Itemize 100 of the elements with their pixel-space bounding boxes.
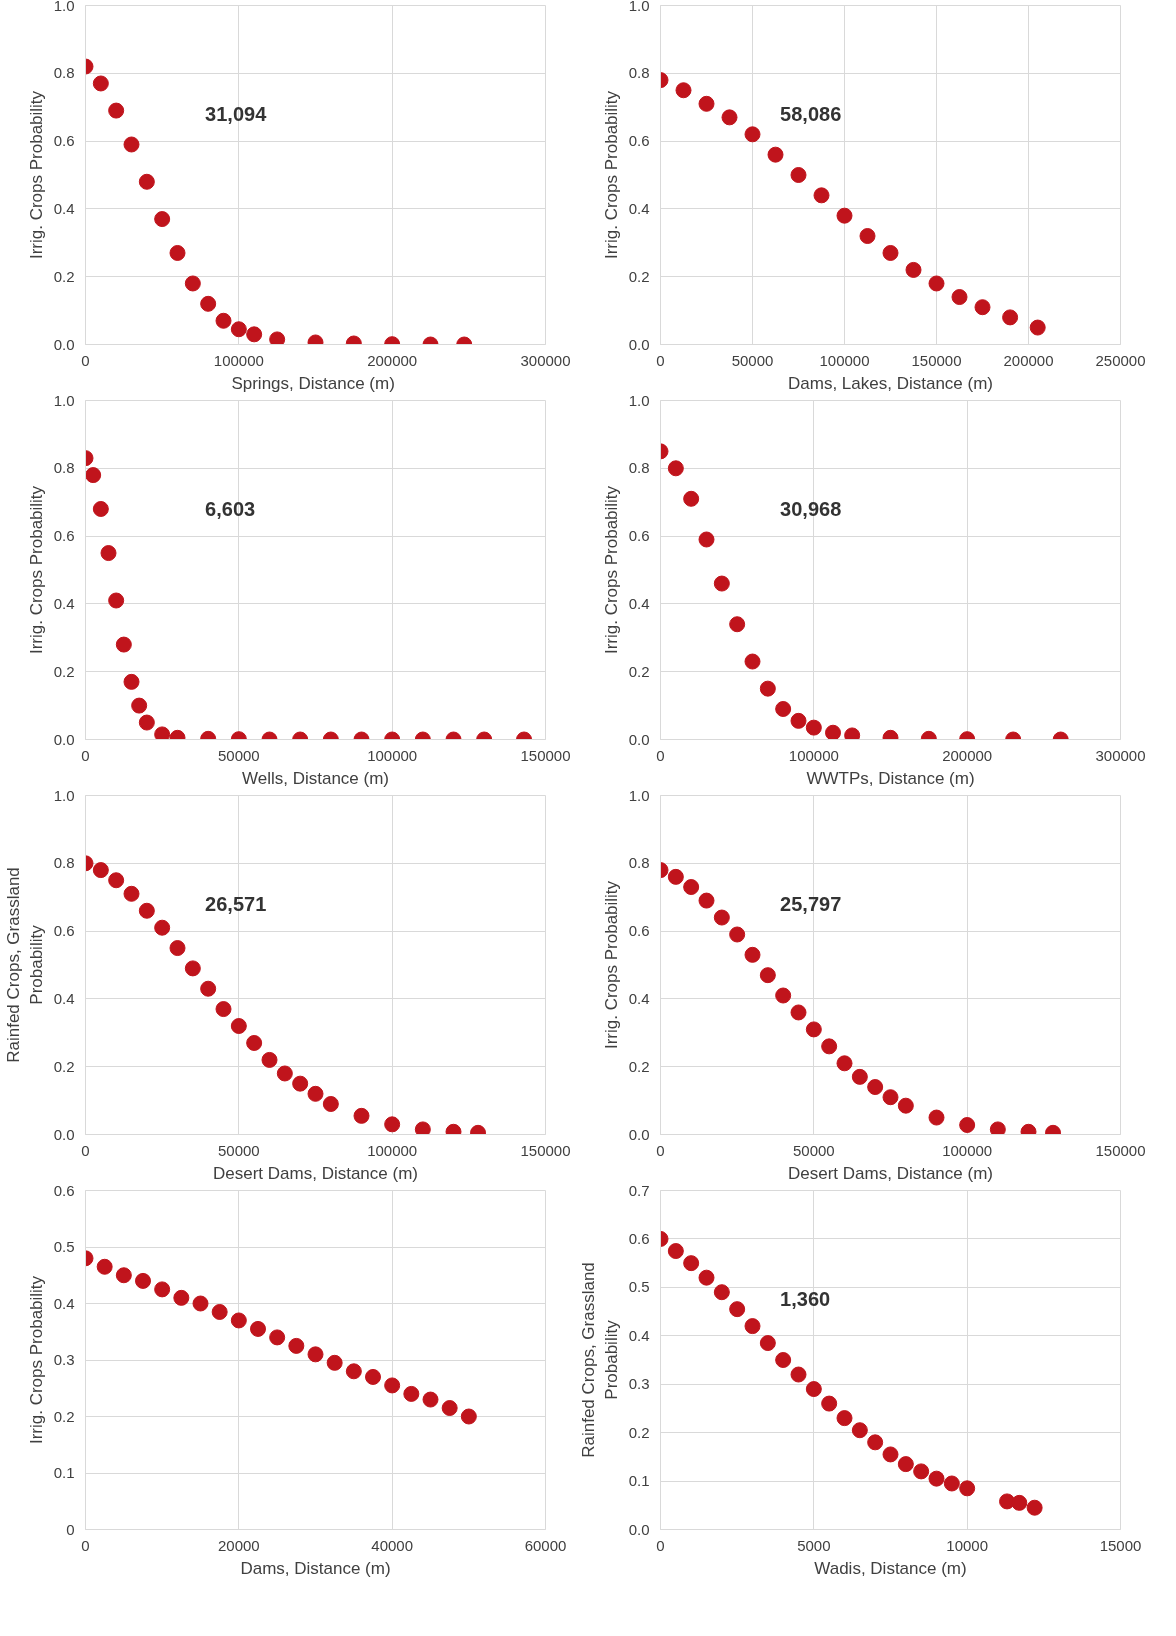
y-tick-label: 1.0 xyxy=(628,786,650,804)
x-tick-label: 5000 xyxy=(797,1536,831,1554)
y-axis-title: Irrig. Crops Probability xyxy=(26,485,46,655)
y-tick-label: 0.4 xyxy=(628,594,650,612)
annotation: 26,571 xyxy=(205,892,267,915)
y-tick-label: 0.2 xyxy=(53,1057,75,1075)
x-tick-label: 0 xyxy=(81,1536,90,1554)
x-tick-label: 250000 xyxy=(1095,351,1146,369)
x-tick-label: 150000 xyxy=(911,351,962,369)
y-tick-label: 0.6 xyxy=(628,1229,650,1247)
y-tick-label: 0.2 xyxy=(628,662,650,680)
x-tick-label: 50000 xyxy=(217,746,260,764)
x-tick-label: 20000 xyxy=(217,1536,260,1554)
y-tick-label: 0.6 xyxy=(53,922,75,940)
y-tick-label: 0.2 xyxy=(53,267,75,285)
x-tick-label: 150000 xyxy=(520,1141,571,1159)
y-tick-label: 0.3 xyxy=(53,1351,75,1368)
x-tick-label: 10000 xyxy=(946,1536,989,1554)
x-tick-label: 0 xyxy=(656,746,665,764)
x-axis-title: Wadis, Distance (m) xyxy=(814,1558,967,1578)
annotation: 30,968 xyxy=(780,497,842,520)
y-tick-label: 0.2 xyxy=(628,267,650,285)
y-axis-title: Rainfed Crops, Grassland Probability xyxy=(578,1262,621,1458)
x-tick-label: 150000 xyxy=(1095,1141,1146,1159)
x-axis-title: Desert Dams, Distance (m) xyxy=(213,1163,418,1183)
x-tick-label: 200000 xyxy=(1003,351,1054,369)
y-tick-label: 0.6 xyxy=(628,132,650,150)
y-tick-label: 0.8 xyxy=(53,64,75,82)
x-tick-label: 0 xyxy=(656,1536,665,1554)
x-tick-label: 100000 xyxy=(367,1141,418,1159)
x-tick-label: 0 xyxy=(656,1141,665,1159)
x-axis-title: Springs, Distance (m) xyxy=(231,373,395,393)
y-tick-label: 1.0 xyxy=(53,0,75,14)
y-tick-label: 0.4 xyxy=(53,594,75,612)
y-tick-label: 0.8 xyxy=(53,459,75,477)
y-tick-label: 0.2 xyxy=(53,1407,75,1425)
x-tick-label: 200000 xyxy=(942,746,993,764)
x-tick-label: 300000 xyxy=(1095,746,1146,764)
x-tick-label: 100000 xyxy=(213,351,264,369)
y-tick-label: 0.1 xyxy=(628,1472,650,1490)
x-tick-label: 0 xyxy=(81,351,90,369)
y-tick-label: 0.8 xyxy=(628,459,650,477)
y-tick-label: 0.6 xyxy=(628,527,650,545)
y-tick-label: 0.6 xyxy=(628,922,650,940)
y-tick-label: 0.6 xyxy=(53,527,75,545)
y-tick-label: 0.8 xyxy=(628,64,650,82)
y-tick-label: 0.8 xyxy=(628,854,650,872)
y-tick-label: 0.4 xyxy=(628,199,650,217)
y-tick-label: 0.6 xyxy=(53,1181,75,1199)
x-tick-label: 0 xyxy=(81,746,90,764)
x-tick-label: 100000 xyxy=(819,351,870,369)
y-tick-label: 0.0 xyxy=(628,730,650,748)
y-tick-label: 0.0 xyxy=(628,1125,650,1143)
y-tick-label: 0 xyxy=(66,1520,75,1538)
annotation: 31,094 xyxy=(205,102,268,125)
y-tick-label: 0.2 xyxy=(628,1423,650,1441)
y-tick-label: 0.7 xyxy=(628,1181,650,1199)
x-tick-label: 50000 xyxy=(792,1141,835,1159)
x-axis-title: Desert Dams, Distance (m) xyxy=(788,1163,993,1183)
y-tick-label: 1.0 xyxy=(628,391,650,409)
y-axis-title: Irrig. Crops Probability xyxy=(26,90,46,260)
y-tick-label: 0.6 xyxy=(53,132,75,150)
x-tick-label: 300000 xyxy=(520,351,571,369)
y-tick-label: 0.0 xyxy=(53,335,75,353)
y-tick-label: 0.3 xyxy=(628,1375,650,1393)
x-tick-label: 50000 xyxy=(731,351,774,369)
x-tick-label: 150000 xyxy=(520,746,571,764)
x-axis-title: Wells, Distance (m) xyxy=(241,768,390,788)
annotation: 6,603 xyxy=(205,497,256,520)
x-tick-label: 100000 xyxy=(788,746,839,764)
x-axis-title: Dams, Distance (m) xyxy=(240,1558,391,1578)
y-tick-label: 0.4 xyxy=(53,1294,75,1312)
x-tick-label: 60000 xyxy=(524,1536,567,1554)
y-tick-label: 1.0 xyxy=(628,0,650,14)
y-tick-label: 0.8 xyxy=(53,854,75,872)
y-axis-title: Irrig. Crops Probability xyxy=(26,1275,46,1445)
x-tick-label: 100000 xyxy=(367,746,418,764)
y-tick-label: 0.5 xyxy=(53,1238,75,1255)
y-tick-label: 0.4 xyxy=(53,199,75,217)
x-tick-label: 50000 xyxy=(217,1141,260,1159)
y-axis-title: Irrig. Crops Probability xyxy=(601,880,621,1050)
y-axis-title: Irrig. Crops Probability xyxy=(601,90,621,260)
y-tick-label: 1.0 xyxy=(53,391,75,409)
y-tick-label: 1.0 xyxy=(53,786,75,804)
x-tick-label: 0 xyxy=(656,351,665,369)
y-tick-label: 0.4 xyxy=(53,989,75,1007)
y-tick-label: 0.2 xyxy=(53,662,75,680)
annotation: 58,086 xyxy=(780,102,842,125)
y-tick-label: 0.0 xyxy=(628,1520,650,1538)
y-axis-title: Rainfed Crops, Grassland Probability xyxy=(3,867,46,1063)
y-tick-label: 0.0 xyxy=(628,335,650,353)
annotation: 25,797 xyxy=(780,892,842,915)
y-tick-label: 0.4 xyxy=(628,989,650,1007)
y-tick-label: 0.5 xyxy=(628,1278,650,1296)
x-tick-label: 40000 xyxy=(371,1536,414,1554)
annotation: 1,360 xyxy=(780,1287,831,1310)
y-tick-label: 0.1 xyxy=(53,1464,75,1481)
y-tick-label: 0.4 xyxy=(628,1326,650,1344)
x-axis-title: Dams, Lakes, Distance (m) xyxy=(788,373,993,393)
x-tick-label: 15000 xyxy=(1099,1536,1142,1554)
